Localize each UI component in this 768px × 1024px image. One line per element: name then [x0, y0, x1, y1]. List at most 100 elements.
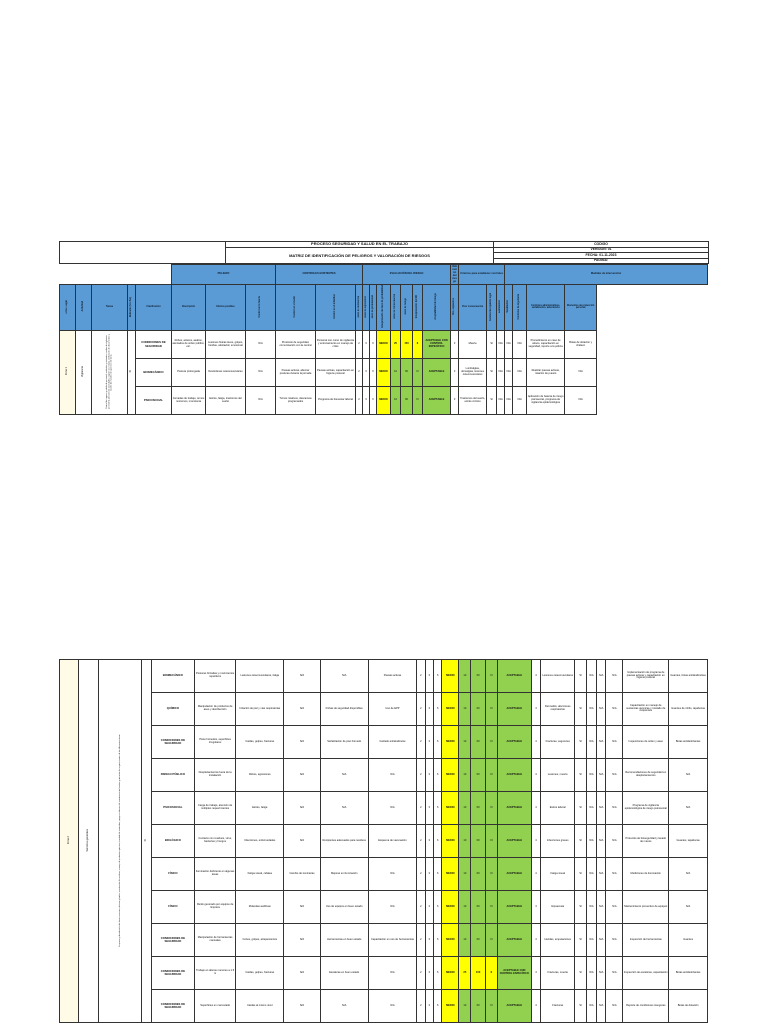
colhdr-ingenieria: Controles de ingeniería	[512, 283, 528, 332]
cell-administrativos: Implementación de programa de pausas act…	[622, 659, 670, 693]
cell-administrativos: Mantenimiento preventivo de equipos	[622, 890, 670, 924]
group-controles: CONTROLES EXISTENTES	[275, 264, 364, 285]
cell-requisito: SI	[574, 692, 588, 726]
cell-nr: 60	[470, 692, 486, 726]
cell-individuo: N/A	[367, 956, 418, 990]
cell-interp_np: MEDIO	[376, 330, 392, 360]
colhdr-individuo: Control en el individuo	[315, 283, 357, 332]
colhdr-eliminacion-label: Eliminación	[499, 300, 502, 314]
cell-sustitucion: N/A	[595, 659, 607, 693]
colhdr-sustitucion-label: Sustitución	[507, 300, 510, 313]
cell-interp_np: MEDIO	[441, 857, 460, 891]
cell-aceptabilidad: ACEPTABLE	[496, 659, 532, 693]
cell-ingenieria: N/A	[605, 956, 624, 990]
cell-interp_nr: III	[484, 725, 498, 759]
cell-aceptabilidad: ACEPTABLE	[422, 358, 452, 388]
cell-nd: 2	[416, 824, 426, 858]
cell-descripcion: Postura prolongada	[171, 358, 207, 388]
cell-peor: Infecciones graves	[540, 824, 576, 858]
cell-nr: 60	[470, 989, 486, 1023]
colhdr-medio: Control en el medio	[275, 283, 317, 332]
group-valoracion: Valoración del riesgo	[450, 264, 460, 285]
cell-epp: N/A	[668, 857, 708, 891]
cell-ne: 3	[424, 791, 435, 825]
cell-nc: 10	[390, 386, 402, 416]
cell-efectos: Caídas, golpes, fracturas	[235, 725, 285, 759]
table-row: CONDICIONES DE SEGURIDAD Pisos húmedos, s…	[60, 725, 708, 759]
table-row: RIESGO PÚBLICO Desplazamientos fuera de l…	[60, 758, 708, 792]
cell-medio: Herramientas en buen estado	[319, 923, 369, 957]
cell-interp_nr: III	[412, 386, 424, 416]
cell-efectos: Caídas al mismo nivel	[235, 989, 285, 1023]
cell-clasificacion: PSICOSOCIAL	[134, 386, 173, 416]
group-medidas: Medidas de intervención	[504, 264, 708, 285]
cell-eliminacion: N/A	[586, 725, 597, 759]
colhdr-descripcion: Descripción	[171, 283, 207, 332]
cell-epp: N/A	[564, 386, 598, 416]
cell-medio: Pausas activas, alternar posturas durant…	[275, 358, 317, 388]
cell-interp_nr: II	[484, 956, 498, 990]
cell-descripcion: Iluminación deficiente en algunas áreas	[194, 857, 237, 891]
cell-nc: 10	[458, 692, 472, 726]
cell-nd: 2	[416, 956, 426, 990]
cell-nr: 60	[470, 890, 486, 924]
cell-administrativos: Recomendaciones de seguridad en desplaza…	[622, 758, 670, 792]
cell-nd: 2	[355, 358, 364, 388]
routine-cell: SI	[141, 659, 152, 1023]
cell-sustitucion: N/A	[504, 386, 514, 416]
cell-descripcion: Manipulación de herramientas manuales	[194, 923, 237, 957]
table-row: QUÍMICO Manipulación de productos de aseo…	[60, 692, 708, 726]
cell-descripcion: Superficies en mal estado	[194, 989, 237, 1023]
cell-eliminacion: N/A	[586, 923, 597, 957]
cell-ne: 3	[424, 956, 435, 990]
colhdr-ne: Nivel de exposición	[362, 283, 371, 332]
activity-cell: Vigilancia	[75, 330, 92, 416]
cell-efectos: Estrés, fatiga	[235, 791, 285, 825]
table-row: CONDICIONES DE SEGURIDAD Trabajo en altur…	[60, 956, 708, 990]
cell-nr: 60	[470, 659, 486, 693]
cell-sustitucion: N/A	[595, 725, 607, 759]
cell-requisito: SI	[574, 989, 588, 1023]
group-peligro: PELIGRO	[171, 264, 277, 285]
cell-sustitucion: N/A	[595, 758, 607, 792]
cell-requisito: SI	[574, 857, 588, 891]
table-row: Zona 1 Vigilancia Control de ingreso y sal…	[59, 330, 708, 416]
matrix-sheet-top: PROCESO SEGURIDAD Y SALUD EN EL TRABAJO …	[59, 240, 709, 416]
cell-requisito: SI	[574, 725, 588, 759]
cell-peor: Lesiones osteomusculares	[540, 659, 576, 693]
cell-aceptabilidad: ACEPTABLE	[496, 923, 532, 957]
zone-cell: Zona 1	[59, 330, 76, 416]
cell-np: 6	[432, 956, 443, 990]
cell-nr: 60	[470, 923, 486, 957]
cell-aceptabilidad: ACEPTABLE	[496, 758, 532, 792]
cell-clasificacion: BIOMECÁNICO	[150, 659, 196, 693]
cell-interp_np: MEDIO	[376, 386, 392, 416]
cell-descripcion: Trabajo en alturas menores a 1.5 m	[194, 956, 237, 990]
cell-ingenieria: N/A	[605, 989, 624, 1023]
cell-interp_nr: III	[484, 692, 498, 726]
cell-fuente: N/A	[283, 791, 321, 825]
cell-aceptabilidad: ACEPTABLE	[496, 824, 532, 858]
cell-peor: Hipoacusia	[540, 890, 576, 924]
colhdr-rutinario-label: Rutinario (Si o No)	[130, 296, 133, 317]
cell-nr: 60	[400, 386, 414, 416]
cell-epp: Botas de dotación	[668, 989, 708, 1023]
cell-descripcion: Contacto con residuos, virus, bacterias …	[194, 824, 237, 858]
table-row: PSICOSOCIAL Jornadas de trabajo, turnos n…	[60, 386, 708, 416]
cell-ingenieria: N/A	[605, 758, 624, 792]
cell-epp: N/A	[668, 758, 708, 792]
colhdr-peor: Peor consecuencia	[458, 283, 488, 332]
cell-nd: 2	[416, 791, 426, 825]
cell-eliminacion: N/A	[586, 758, 597, 792]
cell-nd: 2	[416, 857, 426, 891]
cell-expuestos: 4	[530, 791, 542, 825]
cell-administrativos: Programa de vigilancia epidemiológica de…	[622, 791, 670, 825]
cell-peor: Fracturas	[540, 989, 576, 1023]
cell-administrativos: Reporte de condiciones inseguras	[622, 989, 670, 1023]
cell-medio: Turnos rotativos, descansos programados	[275, 386, 317, 416]
cell-peor: Dermatitis, afecciones respiratorias	[540, 692, 576, 726]
cell-ne: 3	[424, 692, 435, 726]
cell-nc: 10	[458, 791, 472, 825]
document-date: FECHA: 01-11-2023	[493, 252, 709, 259]
cell-nr: 60	[470, 791, 486, 825]
